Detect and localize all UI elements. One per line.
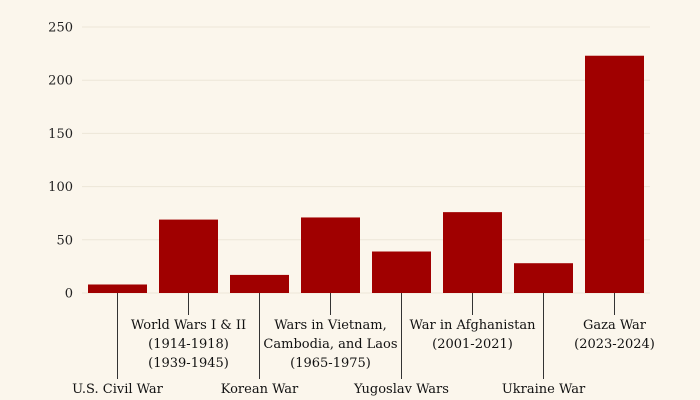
y-axis: 0 50 100 150 200 250 [48,21,73,302]
category-label: (2001-2021) [432,337,513,352]
category-label: (1965-1975) [290,356,371,371]
bar [372,251,431,293]
bar [443,212,502,293]
category-label: World Wars I & II [131,318,246,333]
bar [230,274,289,293]
category-labels: U.S. Civil War World Wars I & II (1914-191… [72,293,655,397]
category-label: (2023-2024) [574,337,655,352]
category-label: Korean War [221,382,299,397]
bar [159,219,218,293]
category-label: Ukraine War [502,382,586,397]
category-label: U.S. Civil War [72,382,163,397]
y-tick-label: 0 [65,287,73,302]
bar [585,55,644,294]
category-label: (1914-1918) [148,337,229,352]
category-label: Yugoslav Wars [353,382,449,397]
y-tick-label: 50 [56,233,73,248]
bar [88,284,147,293]
y-tick-label: 250 [48,21,73,36]
category-label: (1939-1945) [148,356,229,371]
y-tick-label: 150 [48,127,73,142]
category-label: Gaza War [583,318,647,333]
bars [88,55,644,294]
category-label: War in Afghanistan [410,318,537,333]
y-tick-label: 100 [48,180,73,195]
category-label: Cambodia, and Laos [263,337,397,352]
y-tick-label: 200 [48,74,73,89]
category-label: Wars in Vietnam, [274,318,386,333]
bar [301,217,360,293]
bar [514,263,573,293]
